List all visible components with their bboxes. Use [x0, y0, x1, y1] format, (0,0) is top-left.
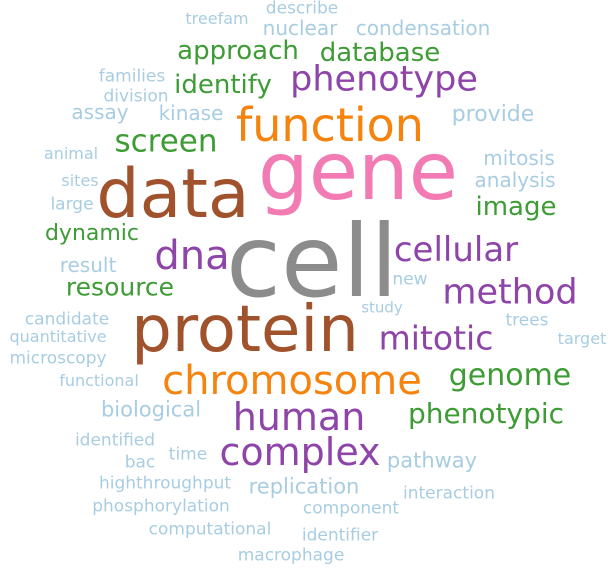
word-assay: assay [71, 100, 129, 124]
word-approach: approach [177, 36, 299, 66]
word-chromosome: chromosome [162, 358, 422, 404]
word-phenotype: phenotype [290, 59, 478, 100]
word-quantitative: quantitative [9, 327, 107, 346]
word-analysis: analysis [474, 168, 556, 192]
word-large: large [50, 194, 94, 215]
word-describe: describe [265, 0, 339, 19]
word-functional: functional [59, 371, 139, 390]
word-image: image [475, 192, 557, 222]
word-human: human [232, 395, 366, 439]
word-replication: replication [248, 474, 360, 499]
word-division: division [103, 86, 169, 107]
word-resource: resource [65, 272, 175, 302]
word-database: database [319, 38, 441, 68]
word-genome: genome [448, 358, 572, 393]
word-bac: bac [124, 452, 156, 473]
word-computational: computational [148, 519, 272, 540]
word-component: component [302, 498, 400, 519]
word-study: study [361, 298, 403, 317]
word-sites: sites [61, 171, 99, 190]
word-dynamic: dynamic [44, 221, 140, 246]
word-new: new [392, 269, 428, 290]
word-interaction: interaction [403, 483, 495, 504]
word-identified: identified [74, 430, 156, 451]
word-microscopy: microscopy [9, 348, 107, 369]
word-function: function [236, 98, 424, 152]
word-treefam: treefam [185, 9, 249, 28]
word-phosphorylation: phosphorylation [92, 496, 230, 517]
word-time: time [168, 444, 208, 465]
word-cell: cell [225, 203, 399, 320]
word-target: target [557, 329, 607, 348]
word-dna: dna [154, 233, 230, 279]
word-families: families [98, 66, 166, 87]
word-nuclear: nuclear [262, 16, 338, 40]
word-result: result [59, 253, 117, 277]
word-provide: provide [451, 102, 535, 127]
word-mitosis: mitosis [483, 146, 555, 170]
word-identifier: identifier [301, 525, 379, 546]
word-mitotic: mitotic [378, 318, 494, 358]
word-kinase: kinase [158, 101, 224, 125]
word-condensation: condensation [355, 16, 491, 40]
word-candidate: candidate [24, 309, 110, 330]
word-pathway: pathway [386, 448, 478, 473]
word-method: method [442, 272, 578, 313]
word-phenotypic: phenotypic [407, 397, 565, 430]
word-complex: complex [219, 430, 381, 474]
word-highthroughput: highthroughput [98, 473, 232, 494]
word-gene: gene [258, 125, 458, 218]
word-trees: trees [505, 310, 549, 331]
word-cellular: cellular [393, 230, 519, 270]
word-macrophage: macrophage [237, 545, 345, 566]
word-screen: screen [114, 123, 218, 160]
word-data: data [96, 155, 250, 234]
word-protein: protein [131, 293, 359, 367]
word-identify: identify [174, 70, 272, 100]
word-animal: animal [43, 144, 99, 163]
word-biological: biological [100, 397, 202, 422]
